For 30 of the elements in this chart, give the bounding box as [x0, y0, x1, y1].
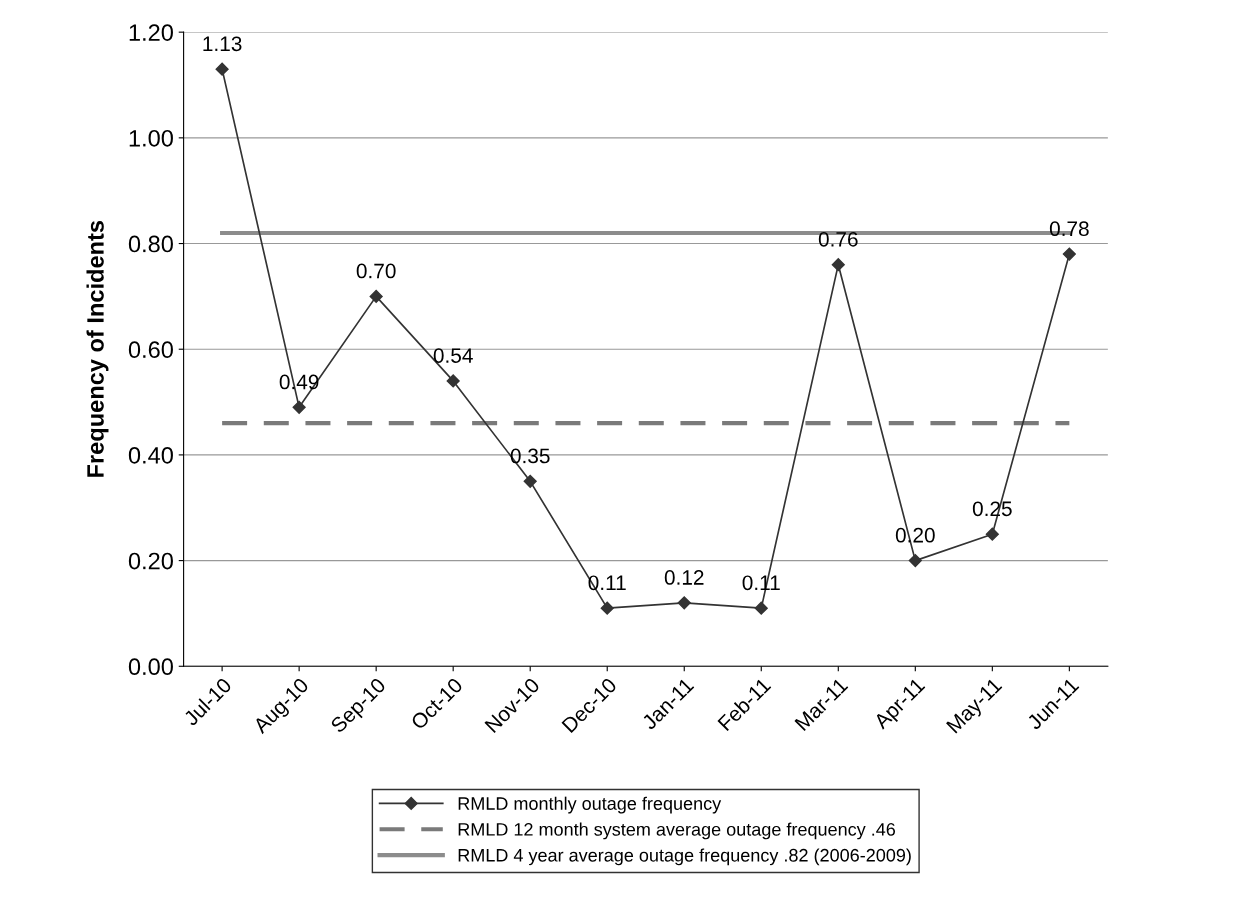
- y-tick-label: 0.80: [128, 235, 173, 253]
- point: [446, 374, 460, 388]
- point: [985, 527, 999, 541]
- y-tick-label: 0.20: [128, 552, 173, 570]
- point: [754, 601, 768, 615]
- data-label: 0.54: [433, 348, 473, 363]
- data-label: 0.76: [818, 231, 858, 247]
- data-label: 1.13: [203, 36, 242, 52]
- y-tick-label: 1.20: [129, 24, 173, 41]
- point: [677, 596, 691, 610]
- data-label: 0.35: [510, 448, 550, 464]
- point: [1062, 247, 1076, 261]
- data-label: 0.12: [664, 570, 704, 585]
- point: [215, 62, 229, 76]
- y-tick-label: 0.40: [128, 446, 173, 464]
- legend-label: RMLD 4 year average outage frequency .82 (2006-2009): [458, 848, 911, 866]
- point: [908, 554, 922, 568]
- y-tick-label: 1.00: [129, 129, 173, 147]
- legend-label: RMLD 12 month system average outage frequency .46: [458, 822, 896, 840]
- legend-label: RMLD monthly outage frequency: [458, 796, 722, 814]
- point: [523, 474, 537, 488]
- point: [831, 258, 845, 272]
- y-tick-label: 0.60: [128, 341, 173, 359]
- data-label: 0.78: [1049, 221, 1089, 237]
- point: [369, 289, 383, 303]
- point: [292, 400, 306, 414]
- data-label: 0.70: [356, 263, 396, 279]
- point: [600, 601, 614, 615]
- y-tick-label: 0.00: [128, 658, 173, 676]
- y-axis-title: Frequency of Incidents: [86, 220, 109, 477]
